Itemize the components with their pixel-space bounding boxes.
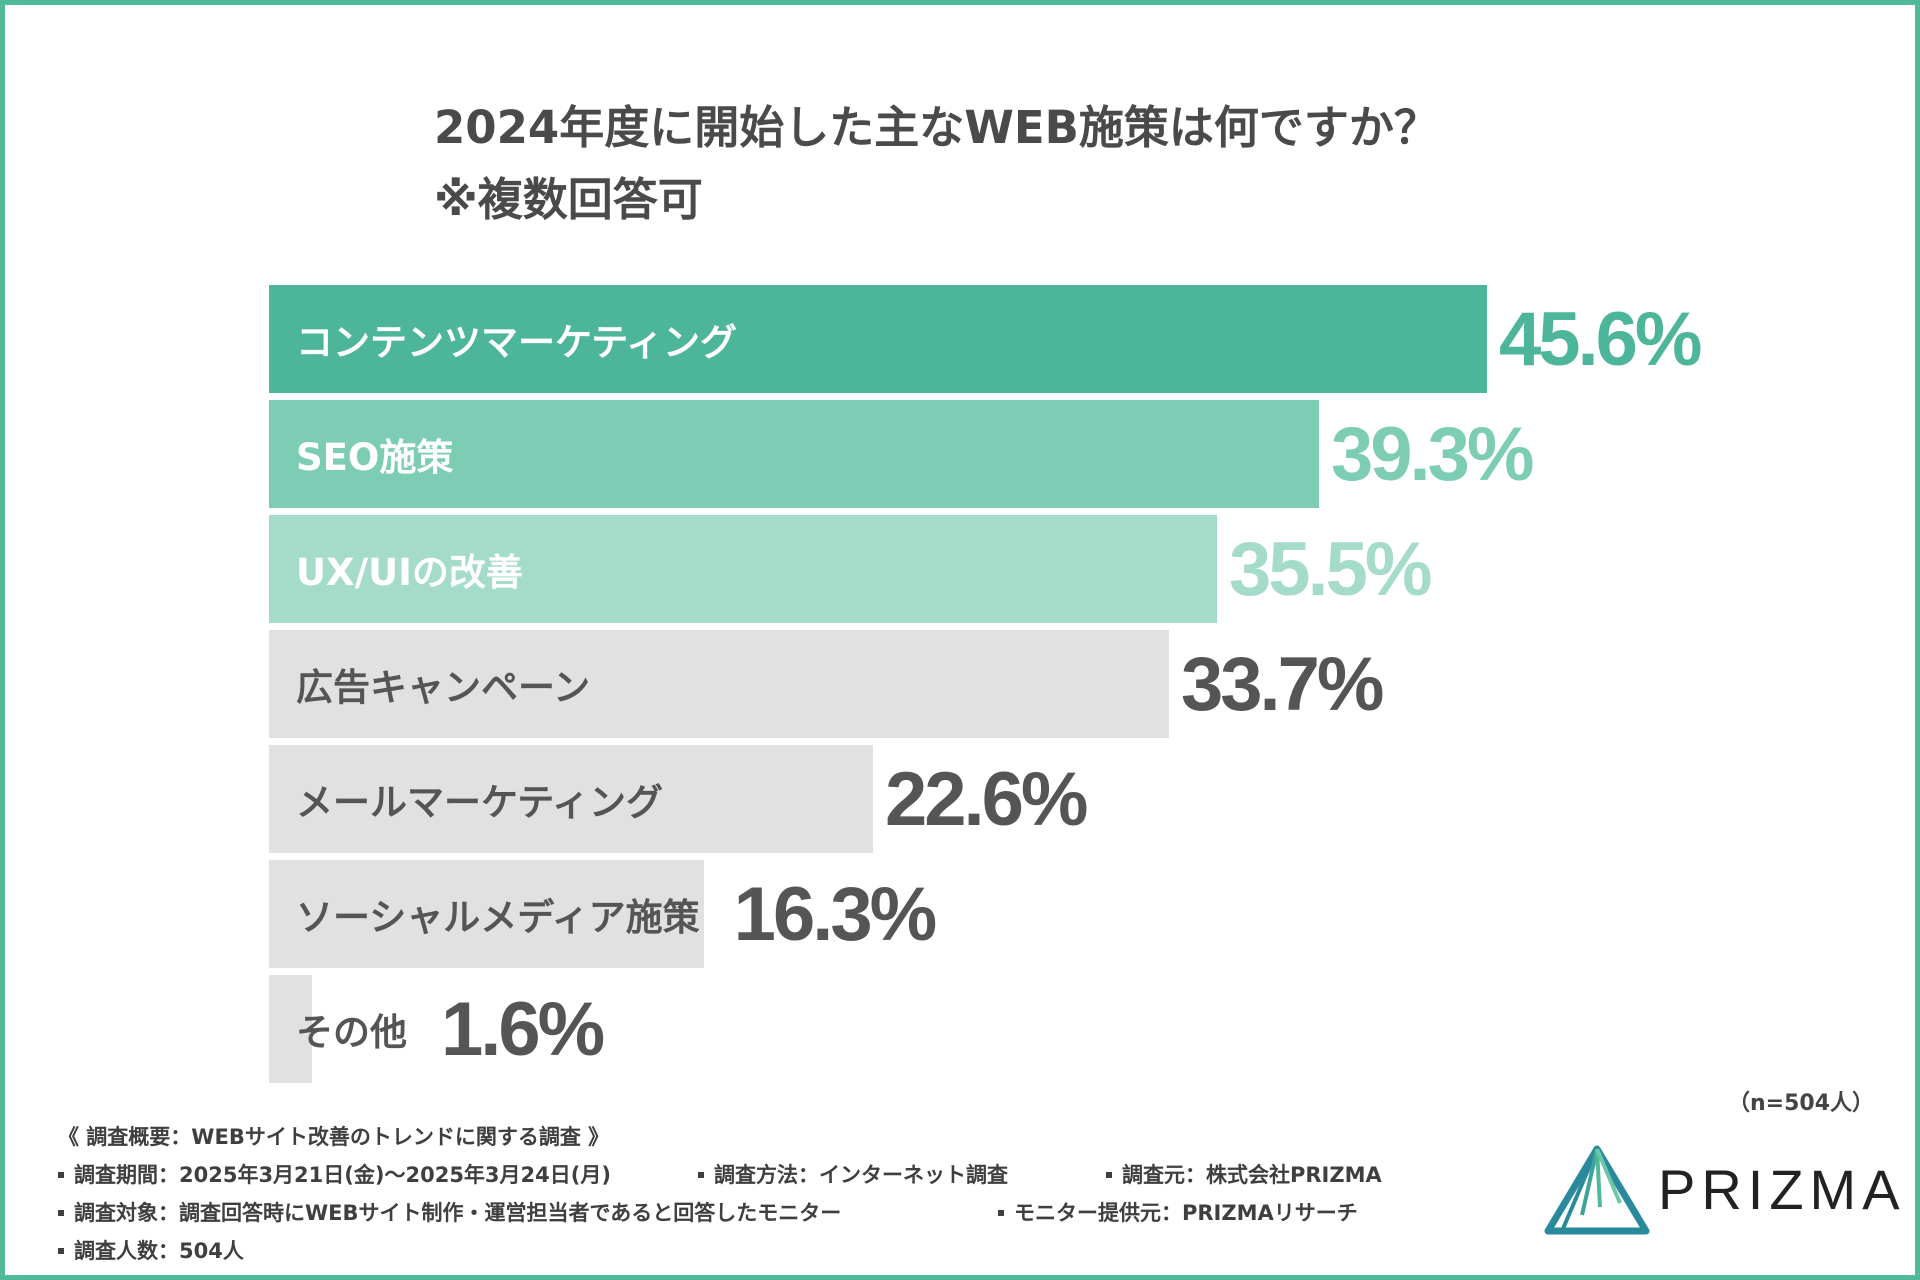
chart-title-line-1: 2024年度に開始した主なWEB施策は何ですか？ — [434, 101, 1439, 154]
category-label: UX/UIの改善 — [296, 551, 523, 594]
survey-period-text: 調査期間：2025年3月21日(金)〜2025年3月24日(月) — [74, 1163, 611, 1187]
chart-title: 2024年度に開始した主なWEB施策は何ですか？ ※複数回答可 — [434, 92, 1439, 236]
survey-count: 調査人数：504人 — [58, 1232, 244, 1270]
bar — [269, 975, 312, 1083]
prizma-logo: PRIZMA — [1542, 1145, 1902, 1235]
survey-row-3: 調査人数：504人 — [58, 1232, 1382, 1270]
survey-monitor-provider-text: モニター提供元：PRIZMAリサーチ — [1014, 1201, 1358, 1225]
bar — [269, 515, 1217, 623]
bullet-icon — [998, 1210, 1004, 1216]
survey-monitor-provider: モニター提供元：PRIZMAリサーチ — [998, 1194, 1358, 1232]
bullet-icon — [1106, 1172, 1112, 1178]
value-label: 16.3% — [733, 871, 937, 957]
bar — [269, 860, 704, 968]
survey-source-text: 調査元：株式会社PRIZMA — [1122, 1163, 1382, 1187]
survey-count-text: 調査人数：504人 — [74, 1239, 244, 1263]
bullet-icon — [58, 1210, 64, 1216]
sample-size-label: （n=504人） — [1728, 1091, 1875, 1116]
bullet-icon — [58, 1172, 64, 1178]
category-label: その他 — [296, 1011, 407, 1054]
category-label: SEO施策 — [296, 436, 454, 479]
survey-method: 調査方法：インターネット調査 — [698, 1156, 1106, 1194]
survey-heading: 《 調査概要：WEBサイト改善のトレンドに関する調査 》 — [58, 1125, 610, 1149]
bullet-icon — [58, 1248, 64, 1254]
survey-target-text: 調査対象：調査回答時にWEBサイト制作・運営担当者であると回答したモニター — [74, 1201, 842, 1225]
survey-summary: 《 調査概要：WEBサイト改善のトレンドに関する調査 》 調査期間：2025年3… — [58, 1118, 1382, 1270]
bar — [269, 745, 873, 853]
bar-chart: コンテンツマーケティング 45.6% SEO施策 39.3% UX/UIの改善 35.5%… — [269, 285, 1702, 1083]
prism-triangle-icon — [1544, 1145, 1650, 1235]
category-label: メールマーケティング — [296, 781, 664, 824]
prizma-logo-text: PRIZMA — [1658, 1158, 1906, 1221]
value-label: 39.3% — [1331, 411, 1534, 497]
value-label: 1.6% — [441, 986, 605, 1072]
chart-title-line-2: ※複数回答可 — [434, 173, 703, 226]
category-label: ソーシャルメディア施策 — [296, 896, 700, 939]
bar — [269, 630, 1169, 738]
survey-source: 調査元：株式会社PRIZMA — [1106, 1156, 1382, 1194]
survey-period: 調査期間：2025年3月21日(金)〜2025年3月24日(月) — [58, 1156, 698, 1194]
value-label: 33.7% — [1181, 641, 1384, 727]
survey-row-1: 調査期間：2025年3月21日(金)〜2025年3月24日(月) 調査方法：イン… — [58, 1156, 1382, 1194]
category-label: コンテンツマーケティング — [296, 321, 738, 364]
bullet-icon — [698, 1172, 704, 1178]
survey-row-2: 調査対象：調査回答時にWEBサイト制作・運営担当者であると回答したモニター モニ… — [58, 1194, 1382, 1232]
value-label: 22.6% — [885, 756, 1088, 842]
value-label: 35.5% — [1229, 526, 1432, 612]
survey-target: 調査対象：調査回答時にWEBサイト制作・運営担当者であると回答したモニター — [58, 1194, 998, 1232]
survey-method-text: 調査方法：インターネット調査 — [714, 1163, 1008, 1187]
bar — [269, 400, 1319, 508]
bar — [269, 285, 1487, 393]
category-label: 広告キャンペーン — [296, 666, 591, 709]
value-label: 45.6% — [1499, 296, 1702, 382]
